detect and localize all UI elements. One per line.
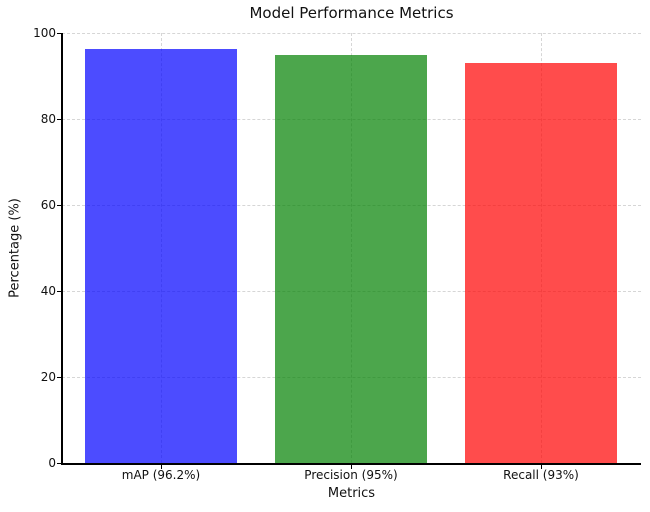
xtick-label-precision-95: Precision (95%) [304,468,398,482]
xtick-mark-precision-95 [351,464,353,469]
ytick-label-100: 100 [33,26,56,40]
bar-precision-95 [275,54,427,463]
y-axis-spine [61,33,63,465]
xtick-mark-map-96-2 [161,464,163,469]
plot-area [62,33,641,463]
xtick-mark-recall-93 [541,464,543,469]
ytick-mark-0 [56,463,61,465]
ytick-label-40: 40 [40,284,56,298]
ytick-label-0: 0 [48,456,56,470]
ytick-label-60: 60 [40,198,56,212]
x-axis-spine [61,463,641,465]
ytick-mark-20 [56,377,61,379]
ytick-mark-100 [56,33,61,35]
bar-map-96-2 [85,49,237,463]
x-axis-label: Metrics [327,486,376,501]
chart-title: Model Performance Metrics [249,4,454,22]
ytick-mark-60 [56,205,61,207]
ytick-label-20: 20 [40,370,56,384]
ytick-mark-80 [56,119,61,121]
ytick-label-80: 80 [40,112,56,126]
ytick-mark-40 [56,291,61,293]
xtick-label-map-96-2: mAP (96.2%) [121,468,201,482]
xtick-label-recall-93: Recall (93%) [503,468,579,482]
bar-recall-93 [465,63,617,463]
